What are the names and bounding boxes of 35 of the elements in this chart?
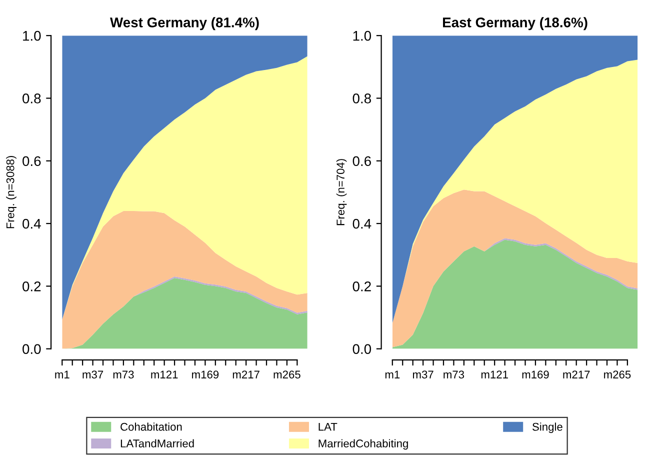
chart-title: West Germany (81.4%) [110, 17, 259, 30]
x-tick-label: m73 [113, 370, 134, 378]
x-tick-label: m73 [444, 370, 464, 378]
legend-label: Single [532, 422, 562, 433]
y-tick-label: 0.2 [22, 281, 41, 292]
legend-label: LATandMarried [120, 439, 194, 448]
y-tick-label: 0.2 [352, 281, 371, 292]
legend-label: LAT [318, 423, 338, 431]
x-tick-label: m169 [192, 370, 219, 378]
y-tick-label: 0.6 [22, 156, 41, 166]
x-tick-label: m121 [151, 370, 178, 378]
legend-label: MarriedCohabiting [318, 439, 408, 450]
y-tick-label: 0.0 [352, 344, 372, 354]
y-tick-label: 0.8 [22, 94, 41, 104]
y-tick-label: 0.4 [352, 218, 372, 229]
y-tick-label: 0.8 [352, 94, 371, 104]
x-tick-label: m169 [522, 370, 549, 378]
y-tick-label: 0.0 [22, 344, 41, 354]
x-tick-label: m265 [604, 370, 631, 378]
x-tick-label: m37 [82, 370, 104, 378]
x-tick-label: m265 [274, 370, 300, 378]
x-tick-label: m1 [55, 370, 70, 378]
x-tick-label: m1 [385, 370, 400, 378]
y-tick-label: 0.6 [352, 156, 371, 166]
x-tick-label: m121 [481, 370, 508, 378]
y-tick-label: 0.4 [22, 218, 41, 229]
y-tick-label: 1.0 [23, 30, 41, 41]
chart-title: East Germany (18.6%) [443, 17, 588, 30]
x-tick-label: m217 [232, 370, 260, 378]
legend-label: Cohabitation [120, 422, 182, 431]
x-tick-label: m217 [563, 370, 590, 378]
y-axis-title: Freq. (n=3088) [6, 156, 16, 228]
y-tick-label: 1.0 [353, 30, 372, 41]
y-axis-title: Freq. (n=704) [336, 159, 347, 226]
x-tick-label: m37 [412, 370, 434, 378]
